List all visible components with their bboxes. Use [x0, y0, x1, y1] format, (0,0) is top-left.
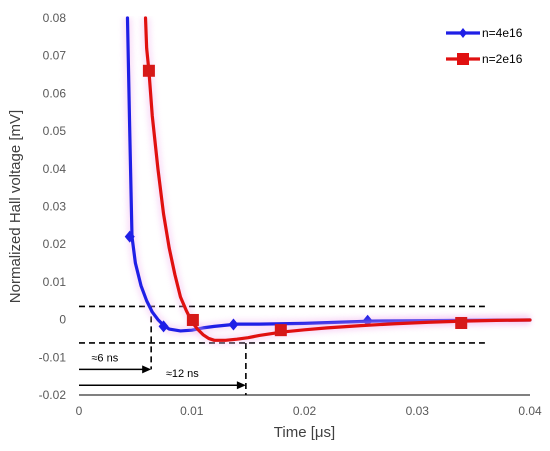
y-axis-title: Normalized Hall voltage [mV]: [7, 110, 24, 303]
data-point: [158, 320, 169, 333]
y-tick-label: 0: [59, 313, 66, 327]
x-tick-label: 0.03: [406, 404, 430, 418]
x-tick-label: 0: [76, 404, 83, 418]
series-n=2e16: [141, 16, 532, 345]
data-point: [142, 64, 155, 77]
x-axis-ticks: 0 0.01 0.02 0.03 0.04: [76, 404, 542, 418]
data-point: [186, 313, 199, 326]
annotation-12ns-label: ≈12 ns: [166, 368, 199, 380]
legend-item: n=4e16: [446, 26, 523, 40]
legend: n=4e16 n=2e16: [446, 26, 523, 66]
series-line: [125, 16, 532, 333]
arrow-6ns-head: [142, 365, 152, 374]
y-tick-label: 0.08: [43, 11, 67, 25]
arrow-12ns-head: [236, 381, 246, 390]
y-tick-label: 0.05: [43, 124, 67, 138]
annotation-6ns-label: ≈6 ns: [91, 352, 118, 364]
x-axis-title: Time [μs]: [274, 424, 335, 441]
y-tick-label: 0.01: [43, 275, 67, 289]
data-point: [228, 318, 239, 331]
series-halo: [141, 17, 531, 345]
y-tick-label: -0.01: [39, 350, 67, 364]
x-tick-label: 0.04: [518, 404, 542, 418]
series-halo: [122, 17, 531, 336]
legend-label: n=4e16: [482, 26, 523, 40]
legend-marker: [457, 53, 469, 65]
annotations: ≈6 ns ≈12 ns: [79, 352, 246, 390]
y-tick-label: 0.03: [43, 200, 67, 214]
y-tick-label: 0.06: [43, 86, 67, 100]
series-layer: [122, 16, 532, 345]
y-tick-label: -0.02: [39, 388, 67, 402]
legend-label: n=2e16: [482, 52, 523, 66]
data-point: [124, 230, 135, 243]
data-point: [274, 324, 287, 337]
x-tick-label: 0.01: [180, 404, 204, 418]
series-line: [143, 16, 532, 342]
legend-item: n=2e16: [446, 52, 523, 66]
legend-marker: [459, 28, 467, 38]
y-tick-label: 0.07: [43, 49, 67, 63]
y-tick-label: 0.04: [43, 162, 67, 176]
y-axis-ticks: 0.08 0.07 0.06 0.05 0.04 0.03 0.02 0.01 0 -0.01 -0…: [39, 11, 67, 402]
y-tick-label: 0.02: [43, 237, 67, 251]
data-point: [455, 316, 468, 329]
series-n=4e16: [122, 16, 532, 336]
x-tick-label: 0.02: [293, 404, 317, 418]
